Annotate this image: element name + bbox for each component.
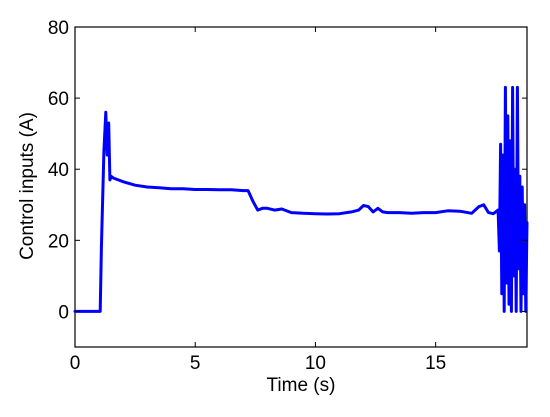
plot-area	[73, 26, 529, 348]
y-axis-label: Control inputs (A)	[17, 112, 38, 260]
x-axis-label: Time (s)	[267, 375, 336, 396]
x-tick-label: 10	[305, 353, 326, 374]
x-tick-label: 5	[190, 353, 201, 374]
y-tick-label: 0	[58, 302, 69, 323]
axis-ticks: 0 5 10 15 0 20 40 60 80	[48, 18, 527, 374]
y-tick-label: 60	[48, 89, 69, 110]
series-line-0	[73, 85, 529, 313]
x-tick-label: 15	[425, 353, 446, 374]
y-tick-label: 40	[48, 160, 69, 181]
y-tick-label: 80	[48, 18, 69, 39]
y-tick-label: 20	[48, 231, 69, 252]
x-tick-label: 0	[70, 353, 81, 374]
